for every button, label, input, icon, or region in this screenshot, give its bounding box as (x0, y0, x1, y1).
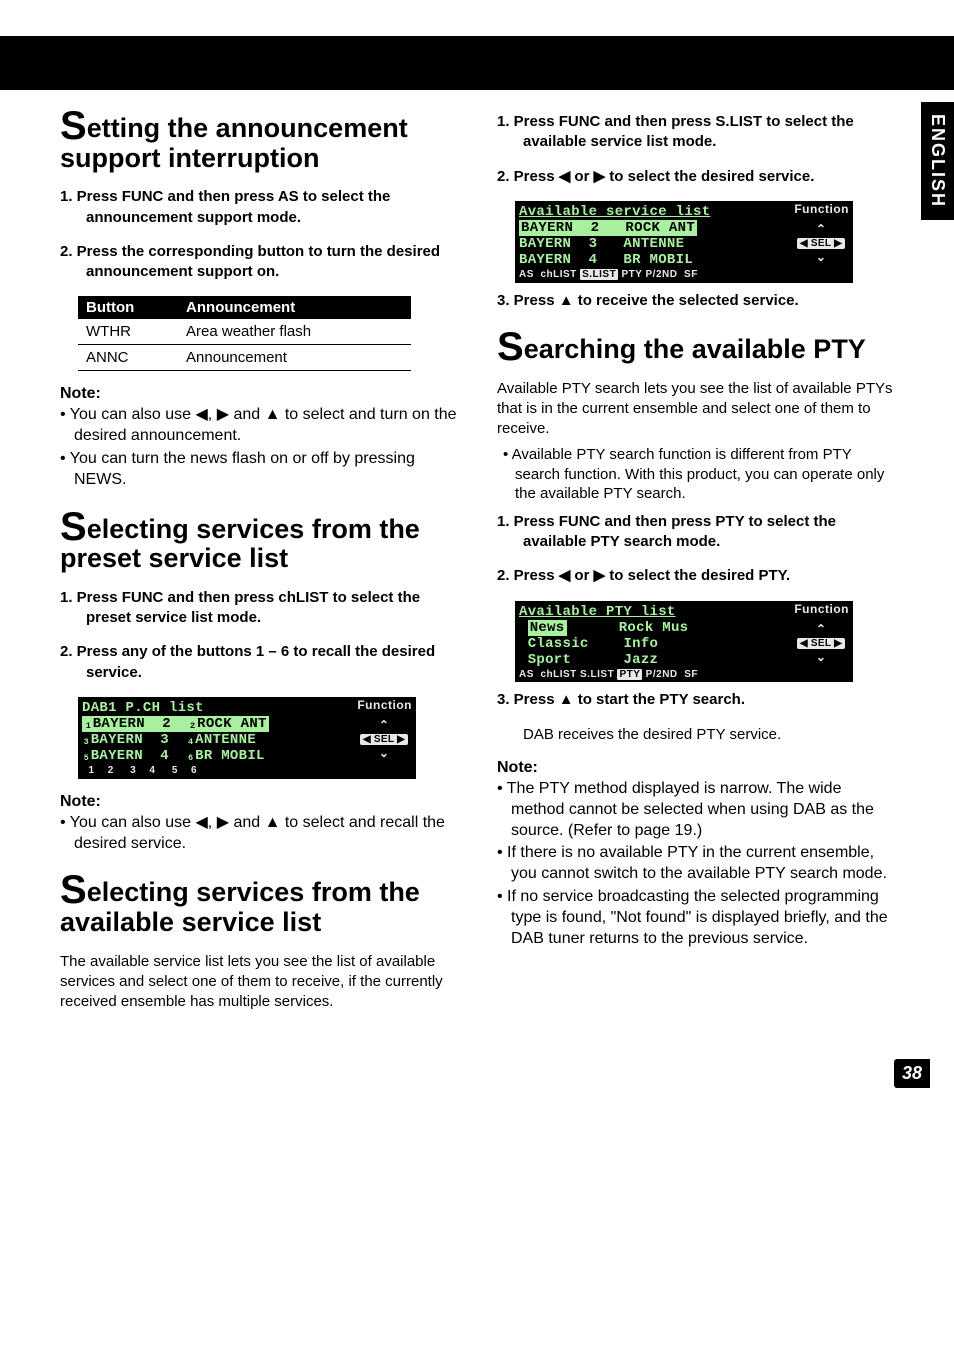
lcd-row-hl: BAYERN 2 ROCK ANT (519, 220, 697, 236)
avail-step-1: 1. Press FUNC and then press S.LIST to s… (497, 112, 894, 153)
hcap: S (60, 868, 87, 912)
lcd-title-txt: Available PTY list (519, 604, 676, 620)
note-bullet: You can turn the news flash on or off by… (60, 449, 457, 491)
lcd-bottom: AS chLIST S.LIST PTY P/2ND SF (519, 669, 849, 681)
avail-intro: The available service list lets you see … (60, 952, 457, 1013)
up-arrow-icon: ⌃ (793, 623, 849, 635)
avail-step-2: 2. Press ◀ or ▶ to select the desired se… (497, 167, 894, 187)
lcd-sel-box: ⌃ ◀ SEL ▶ ⌄ (793, 623, 849, 663)
lcd-bottom: AS chLIST S.LIST PTY P/2ND SF (519, 269, 849, 281)
lcd-cell: Rock Mus (619, 620, 689, 636)
note-bullet: If no service broadcasting the selected … (497, 887, 894, 949)
lcd-cell: Info (623, 636, 658, 652)
lcd-b1: AS chLIST (519, 269, 580, 280)
hrest: electing services from the preset servic… (60, 514, 420, 574)
up-arrow-icon: ⌃ (793, 223, 849, 235)
heading-pty: Searching the available PTY (497, 335, 894, 365)
lcd-bottom: 1 2 3 4 5 6 (82, 765, 412, 777)
heading-preset: Selecting services from the preset servi… (60, 515, 457, 574)
button-announcement-table: Button Announcement WTHR Area weather fl… (78, 296, 411, 371)
preset-step-2: 2. Press any of the buttons 1 – 6 to rec… (60, 642, 457, 683)
lcd-function-label: Function (794, 603, 849, 617)
note-bullet: You can also use ◀, ▶ and ▲ to select an… (60, 813, 457, 855)
lcd-cell: Classic (528, 636, 589, 652)
note-label: Note: (497, 759, 894, 777)
right-column: 1. Press FUNC and then press S.LIST to s… (497, 90, 894, 1019)
lcd-function-label: Function (357, 699, 412, 713)
td-ann: Area weather flash (178, 319, 411, 345)
note-label: Note: (60, 385, 457, 403)
lcd-chip: PTY (617, 669, 642, 680)
hrest: earching the available PTY (524, 334, 866, 364)
td-btn: WTHR (78, 319, 178, 345)
hrest: etting the announcement support interrup… (60, 113, 408, 173)
note-label: Note: (60, 793, 457, 811)
language-tab: ENGLISH (921, 102, 954, 220)
header-black-bar (0, 36, 954, 90)
lcd-b2: PTY P/2ND SF (618, 269, 698, 280)
td-ann: Announcement (178, 345, 411, 371)
note-bullet: If there is no available PTY in the curr… (497, 843, 894, 885)
down-arrow-icon: ⌄ (356, 747, 412, 759)
ann-step-1: 1. Press FUNC and then press AS to selec… (60, 187, 457, 228)
lcd-chip: S.LIST (580, 269, 618, 280)
th-announcement: Announcement (178, 296, 411, 319)
down-arrow-icon: ⌄ (793, 651, 849, 663)
lcd-sel-box: ⌃ ◀ SEL ▶ ⌄ (356, 719, 412, 759)
lcd-cell: News (528, 620, 567, 636)
page-number: 38 (894, 1059, 930, 1088)
hcap: S (60, 104, 87, 148)
avail-step-3: 3. Press ▲ to receive the selected servi… (497, 291, 894, 311)
lcd-b1: AS chLIST S.LIST (519, 669, 617, 680)
page-footer: 38 (0, 1019, 954, 1108)
ann-step-2: 2. Press the corresponding button to tur… (60, 242, 457, 283)
lcd-title-txt: Available service list (519, 204, 710, 220)
lcd-b2: P/2ND SF (642, 669, 698, 680)
hcap: S (497, 325, 524, 369)
note-bullet: The PTY method displayed is narrow. The … (497, 779, 894, 841)
sel-text: SEL (374, 734, 394, 745)
heading-available: Selecting services from the available se… (60, 878, 457, 937)
pty-step-2: 2. Press ◀ or ▶ to select the desired PT… (497, 566, 894, 586)
lcd-cell: Sport (528, 652, 572, 668)
pty-step-1: 1. Press FUNC and then press PTY to sele… (497, 512, 894, 553)
lcd-row-hl: ₁BAYERN 2 ₂ROCK ANT (82, 716, 269, 732)
pty-step-3: 3. Press ▲ to start the PTY search. (497, 690, 894, 710)
left-column: Setting the announcement support interru… (60, 90, 457, 1019)
down-arrow-icon: ⌄ (793, 251, 849, 263)
lcd-function-label: Function (794, 203, 849, 217)
lcd-available: Function ⌃ ◀ SEL ▶ ⌄ Available service l… (515, 201, 853, 283)
lcd-preset: Function ⌃ ◀ SEL ▶ ⌄ DAB1 P.CH list ₁BAY… (78, 697, 416, 779)
pty-intro: Available PTY search lets you see the li… (497, 379, 894, 440)
up-arrow-icon: ⌃ (356, 719, 412, 731)
hcap: S (60, 505, 87, 549)
preset-step-1: 1. Press FUNC and then press chLIST to s… (60, 588, 457, 629)
th-button: Button (78, 296, 178, 319)
lcd-pty: Function ⌃ ◀ SEL ▶ ⌄ Available PTY list … (515, 601, 853, 683)
lcd-cell: Jazz (623, 652, 658, 668)
table-row: ANNC Announcement (78, 345, 411, 371)
heading-announcement: Setting the announcement support interru… (60, 114, 457, 173)
sel-text: SEL (811, 238, 831, 249)
sel-text: SEL (811, 638, 831, 649)
pty-intro-bullet: Available PTY search function is differe… (497, 445, 894, 504)
lcd-sel-box: ⌃ ◀ SEL ▶ ⌄ (793, 223, 849, 263)
note-bullet: You can also use ◀, ▶ and ▲ to select an… (60, 405, 457, 447)
table-row: WTHR Area weather flash (78, 319, 411, 345)
td-btn: ANNC (78, 345, 178, 371)
hrest: electing services from the available ser… (60, 877, 420, 937)
pty-sub: DAB receives the desired PTY service. (497, 725, 894, 745)
